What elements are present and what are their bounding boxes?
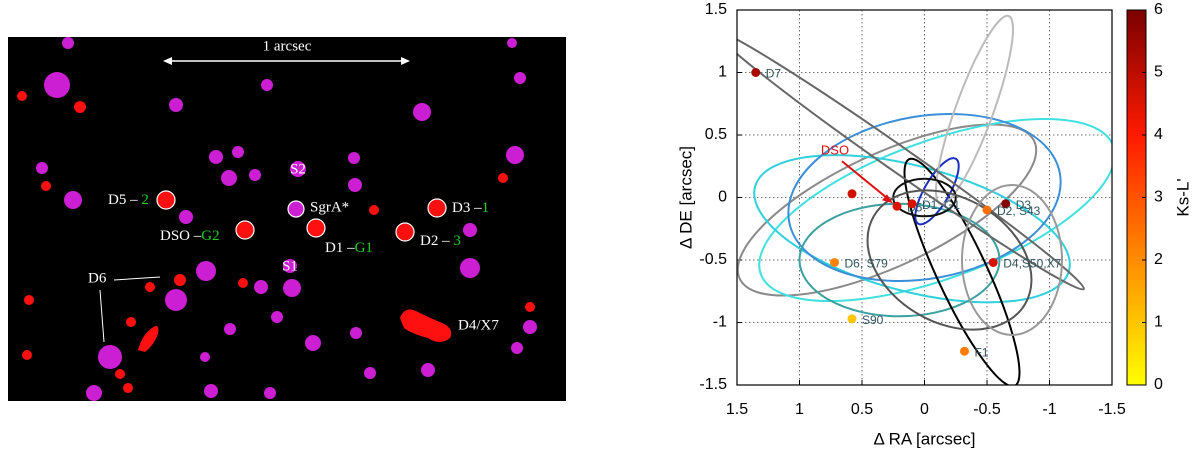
x-tick-label: -1.5 <box>1098 401 1126 418</box>
source-label: D1 –G1 <box>325 240 373 256</box>
orbit <box>914 157 960 226</box>
x-tick-label: -0.5 <box>973 401 1001 418</box>
x-tick-label: 0 <box>920 401 929 418</box>
orbit <box>737 123 1038 297</box>
point-label: D4,S50,X7 <box>1003 257 1061 271</box>
y-tick-label: 0 <box>718 189 727 206</box>
y-tick-label: -0.5 <box>699 251 727 268</box>
orbit <box>758 117 1112 303</box>
pointer-line <box>113 276 161 281</box>
pointer-line <box>99 289 105 343</box>
colorbar-tick-label: 0 <box>1154 376 1163 393</box>
orbits <box>737 14 1112 385</box>
source-label: D4/X7 <box>458 317 499 333</box>
point <box>847 314 857 324</box>
source-label: S2 <box>290 161 306 177</box>
point <box>847 189 857 199</box>
point-label: F1 <box>975 345 989 359</box>
x-tick-label: -1 <box>1042 401 1056 418</box>
point-label: D2, S43 <box>997 204 1041 218</box>
point <box>751 68 761 77</box>
point-label: D6, S79 <box>845 257 889 271</box>
annotation-arrowhead <box>882 194 893 204</box>
y-tick-label: 1.5 <box>705 1 727 18</box>
point-label: S90 <box>862 313 884 327</box>
x-tick-label: 1 <box>795 401 804 418</box>
x-axis-label: Δ RA [arcsec] <box>873 429 975 448</box>
y-tick-label: -1 <box>713 314 727 331</box>
source-label: S1 <box>282 258 298 274</box>
source-label: D5 – 2 <box>108 192 149 208</box>
point-label: D1, G1 <box>922 198 960 212</box>
point <box>960 346 969 356</box>
source-label: D2 – 3 <box>420 233 461 249</box>
orbit <box>903 157 1021 385</box>
point <box>988 258 998 267</box>
y-tick-label: 0.5 <box>705 126 727 143</box>
point <box>907 199 917 209</box>
y-tick-label: -1.5 <box>699 376 727 393</box>
colorbar-tick-label: 3 <box>1154 189 1163 206</box>
y-axis-label: Δ DE [arcsec] <box>676 146 695 249</box>
annotation-arrow <box>841 160 892 203</box>
source-label: D6 <box>88 270 107 286</box>
annotation: DSO <box>821 143 849 158</box>
sky-background <box>8 37 566 401</box>
point <box>892 201 902 211</box>
source-label: DSO –G2 <box>160 228 220 244</box>
colorbar-tick-label: 5 <box>1154 64 1163 81</box>
orbit <box>787 112 1062 283</box>
colorbar-tick-label: 2 <box>1154 251 1163 268</box>
left-panel: 1 arcsec D5 – 2 DSO –G2 SgrA* S2 S1 D1 –… <box>8 37 566 401</box>
orbit <box>866 189 1033 331</box>
x-tick-label: 1.5 <box>726 401 748 418</box>
y-tick-label: 1 <box>718 64 727 81</box>
scale-label: 1 arcsec <box>263 38 312 54</box>
colorbar-tick-label: 4 <box>1154 126 1163 143</box>
colorbar-label: Ks-L' <box>1173 178 1192 216</box>
scale-bar <box>163 57 410 65</box>
point-label: D3 <box>1016 198 1032 212</box>
sources <box>17 37 537 401</box>
colorbar-tick-label: 6 <box>1154 1 1163 18</box>
plot-frame <box>736 9 1113 386</box>
point <box>982 205 992 215</box>
right-panel: 1.5 1 0.5 0 -0.5 -1 -1.5 -1.5 -1 -0.5 0 0.5 1 1.5 DSO D… <box>676 1 1192 448</box>
source-label: SgrA* <box>310 199 349 215</box>
orbit <box>737 29 1085 291</box>
point <box>1001 199 1011 209</box>
x-tick-label: 0.5 <box>851 401 873 418</box>
source-label: D3 –1 <box>452 200 489 216</box>
point-label: D7 <box>766 67 782 81</box>
orbit <box>961 184 1063 336</box>
colorbar-tick-label: 1 <box>1154 314 1163 331</box>
point <box>830 258 839 267</box>
